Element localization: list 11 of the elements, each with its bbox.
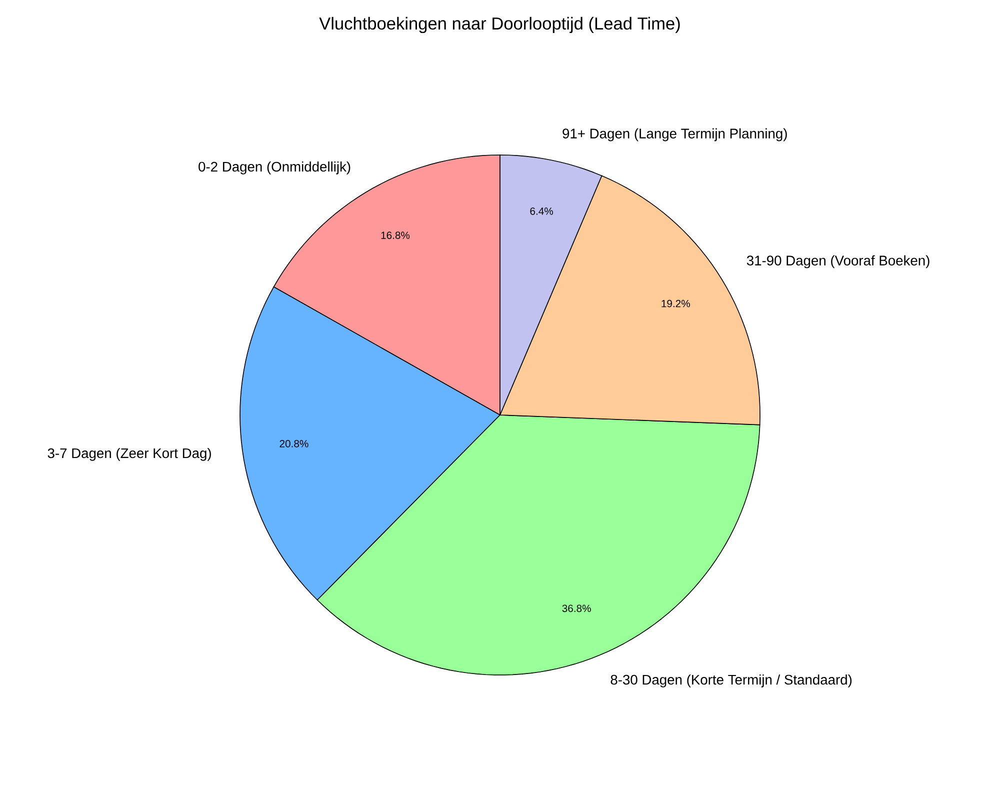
data-label: 19.2% [662, 300, 690, 308]
slice-label: 0-2 Dagen (Onmiddellijk) [198, 161, 350, 174]
data-label: 36.8% [562, 604, 591, 612]
chart-title: Vluchtboekingen naar Doorlooptijd (Lead Time) [319, 16, 680, 34]
slice-label: 3-7 Dagen (Zeer Kort Dag) [48, 448, 211, 461]
data-label: 16.8% [381, 232, 410, 239]
slice-label: 91+ Dagen (Lange Termijn Planning) [562, 128, 787, 142]
data-label: 6.4% [530, 208, 553, 215]
slice-label: 8-30 Dagen (Korte Termijn / Standaard) [610, 674, 852, 688]
slice-label: 31-90 Dagen (Vooraf Boeken) [746, 255, 930, 268]
data-label: 20.8% [280, 440, 308, 448]
